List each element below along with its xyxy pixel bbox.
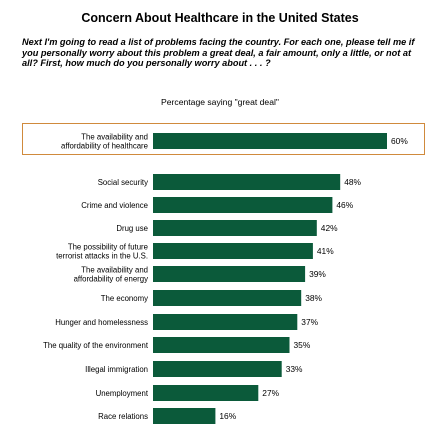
value-label: 38% — [305, 293, 322, 303]
survey-question: Next I'm going to read a list of problem… — [22, 37, 415, 69]
bar — [153, 133, 387, 149]
chart-subtitle: Percentage saying "great deal" — [161, 97, 279, 107]
value-label: 48% — [344, 177, 361, 187]
category-label: Social security — [98, 178, 148, 187]
bar — [153, 361, 282, 377]
value-label: 33% — [286, 364, 303, 374]
value-label: 37% — [301, 317, 318, 327]
value-label: 16% — [219, 411, 236, 421]
value-label: 46% — [336, 200, 353, 210]
bar — [153, 174, 341, 190]
bar — [153, 337, 290, 353]
category-label: Unemployment — [96, 389, 149, 398]
bar — [153, 220, 317, 236]
value-label: 42% — [321, 223, 338, 233]
bar — [153, 385, 259, 401]
value-label: 27% — [262, 388, 279, 398]
category-label: Drug use — [116, 224, 148, 233]
highlight-box — [22, 123, 425, 155]
category-label: Illegal immigration — [85, 365, 148, 374]
value-label: 41% — [317, 246, 334, 256]
bar — [153, 408, 216, 424]
category-label: The possibility of future terrorist attac… — [56, 243, 148, 261]
value-label: 39% — [309, 269, 326, 279]
category-label: The availability and affordability of ene… — [74, 266, 149, 284]
category-label: The quality of the environment — [43, 341, 149, 350]
value-label: 60% — [391, 136, 408, 146]
category-label: Crime and violence — [81, 201, 148, 210]
value-label: 35% — [294, 340, 311, 350]
bar — [153, 197, 333, 213]
bar — [153, 290, 302, 306]
category-label: The availability and affordability of hea… — [61, 133, 148, 151]
category-label: Hunger and homelessness — [55, 318, 148, 327]
category-label: Race relations — [98, 412, 148, 421]
category-label: The economy — [101, 294, 148, 303]
chart-title: Concern About Healthcare in the United S… — [81, 11, 359, 25]
bar — [153, 243, 313, 259]
bar — [153, 266, 306, 282]
bar — [153, 314, 298, 330]
